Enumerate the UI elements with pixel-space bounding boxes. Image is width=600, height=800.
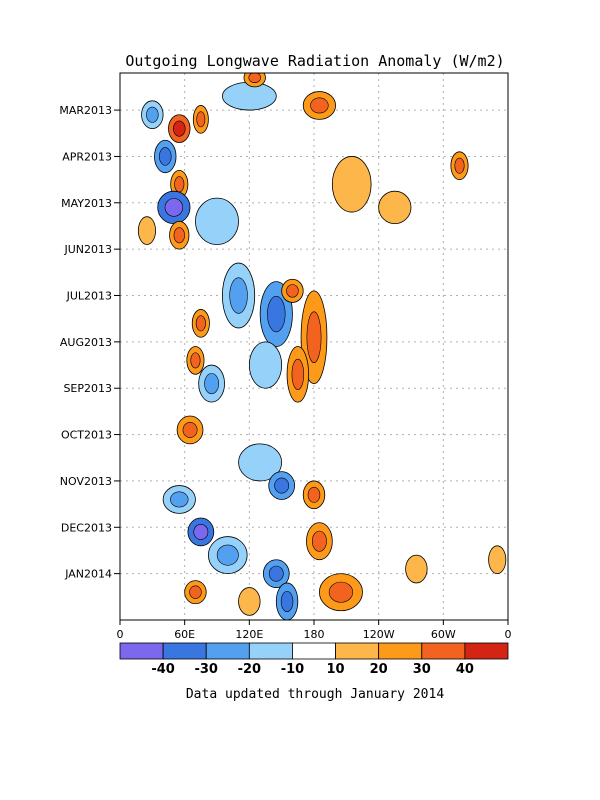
xtick-label-5: 60W — [431, 628, 456, 641]
anomaly-core-29 — [193, 523, 209, 540]
colorbar-swatch-7 — [421, 642, 466, 660]
xtick-label-2: 120E — [235, 628, 263, 641]
chart-title: Outgoing Longwave Radiation Anomaly (W/m… — [125, 52, 504, 70]
colorbar-swatch-0 — [119, 642, 164, 660]
anomaly-core-31 — [311, 530, 327, 552]
anomaly-core-14 — [454, 157, 465, 174]
anomaly-cell-7 — [137, 216, 156, 245]
anomaly-core-3 — [159, 147, 172, 166]
anomaly-core-26 — [274, 477, 290, 494]
ytick-label-5: AUG2013 — [60, 336, 112, 349]
xtick-label-0: 0 — [117, 628, 124, 641]
anomaly-cell-12 — [331, 156, 372, 213]
anomaly-cell-25 — [238, 443, 283, 482]
xtick-label-4: 120W — [363, 628, 395, 641]
anomaly-core-19 — [291, 358, 305, 390]
colorbar-swatch-4 — [292, 642, 336, 660]
anomaly-core-24 — [182, 421, 198, 438]
anomaly-core-5 — [164, 198, 184, 217]
anomaly-cell-8 — [195, 197, 239, 245]
xtick-label-1: 60E — [174, 628, 195, 641]
colorbar-label-7: 40 — [456, 662, 474, 677]
ytick-label-2: MAY2013 — [61, 197, 112, 210]
anomaly-core-18 — [306, 311, 322, 364]
anomaly-core-2 — [146, 106, 159, 123]
anomaly-core-6 — [173, 227, 185, 244]
anomaly-cell-23 — [248, 341, 283, 389]
xtick-label-3: 180 — [304, 628, 325, 641]
colorbar-swatch-2 — [205, 642, 250, 660]
anomaly-cell-37 — [238, 587, 261, 616]
colorbar: -40 -30 -20 -10 10 20 30 40 — [119, 642, 509, 677]
anomaly-core-4 — [174, 176, 185, 193]
x-axis: 0 60E 120E 180 120W 60W 0 — [117, 620, 512, 641]
anomaly-core-38 — [189, 585, 202, 599]
colorbar-label-3: -10 — [281, 662, 305, 677]
anomaly-core-27 — [307, 486, 321, 503]
ytick-label-10: JAN2014 — [64, 568, 112, 581]
anomaly-cell-36 — [488, 545, 507, 575]
colorbar-swatch-6 — [378, 642, 423, 660]
anomaly-cell-35 — [405, 554, 428, 584]
plot-area — [119, 72, 509, 621]
colorbar-label-5: 20 — [370, 662, 388, 677]
anomaly-cell-13 — [378, 190, 412, 225]
colorbar-label-2: -20 — [238, 662, 262, 677]
anomaly-core-22 — [204, 373, 220, 395]
ytick-label-1: APR2013 — [62, 150, 112, 163]
anomaly-core-10 — [248, 73, 261, 84]
ytick-label-0: MAR2013 — [59, 104, 112, 117]
colorbar-label-1: -30 — [194, 662, 218, 677]
anomaly-core-28 — [170, 491, 189, 508]
ytick-label-6: SEP2013 — [63, 382, 112, 395]
anomaly-core-17 — [286, 284, 299, 298]
y-axis: MAR2013 APR2013 MAY2013 JUN2013 JUL2013 AUG20… — [59, 104, 120, 581]
anomaly-core-15 — [229, 277, 248, 314]
anomaly-core-30 — [216, 544, 239, 566]
anomaly-core-33 — [280, 590, 294, 612]
ytick-label-3: JUN2013 — [63, 243, 112, 256]
anomaly-cell-9 — [221, 81, 277, 111]
ytick-label-7: OCT2013 — [61, 429, 112, 442]
anomaly-core-20 — [195, 315, 206, 332]
ytick-label-9: DEC2013 — [61, 521, 112, 534]
colorbar-label-0: -40 — [151, 662, 175, 677]
colorbar-label-6: 30 — [413, 662, 431, 677]
anomaly-field — [137, 73, 507, 620]
ytick-label-4: JUL2013 — [66, 290, 112, 303]
xtick-label-6: 0 — [505, 628, 512, 641]
colorbar-swatch-5 — [335, 642, 380, 660]
anomaly-core-32 — [268, 565, 284, 582]
ytick-label-8: NOV2013 — [60, 475, 112, 488]
colorbar-swatch-3 — [248, 642, 293, 660]
anomaly-core-1 — [196, 111, 206, 128]
anomaly-core-11 — [310, 97, 329, 114]
colorbar-swatch-1 — [162, 642, 207, 660]
anomaly-core-16 — [267, 295, 286, 333]
colorbar-label-4: 10 — [327, 662, 345, 677]
anomaly-core-21 — [190, 352, 201, 369]
anomaly-core-34 — [328, 581, 354, 603]
anomaly-core-0 — [173, 120, 186, 137]
colorbar-swatch-8 — [464, 642, 509, 660]
footnote: Data updated through January 2014 — [186, 687, 444, 702]
